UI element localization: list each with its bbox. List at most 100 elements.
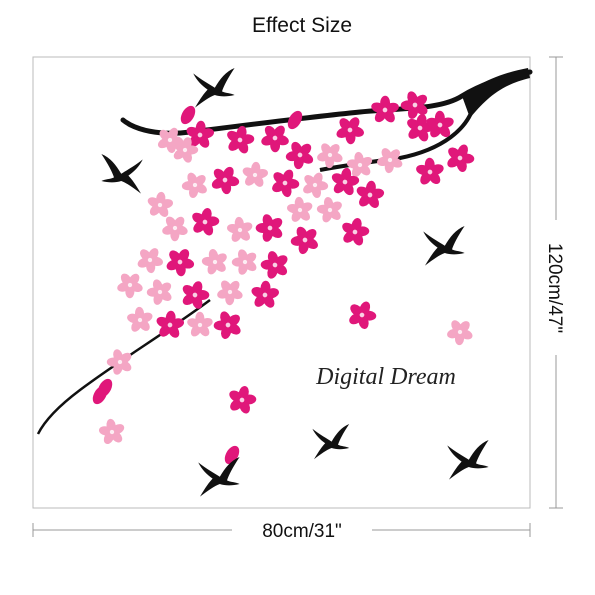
swallow bbox=[198, 457, 240, 497]
petal bbox=[165, 216, 177, 229]
petal bbox=[189, 134, 202, 147]
petal bbox=[234, 216, 244, 231]
blossom bbox=[261, 125, 289, 153]
petal bbox=[356, 186, 371, 198]
petal bbox=[298, 143, 312, 157]
petal bbox=[159, 324, 172, 337]
blossom-center bbox=[272, 262, 278, 268]
petal bbox=[113, 349, 123, 363]
blossom-center bbox=[297, 152, 303, 158]
blossom bbox=[231, 249, 257, 275]
petal bbox=[350, 304, 363, 317]
blossom bbox=[156, 310, 185, 338]
blossom bbox=[182, 281, 210, 309]
petal bbox=[149, 204, 162, 216]
petal bbox=[267, 251, 279, 266]
blossom-center bbox=[182, 147, 188, 153]
blossom-center bbox=[202, 219, 208, 225]
petal bbox=[323, 197, 334, 211]
petal bbox=[192, 212, 206, 224]
title: Effect Size bbox=[252, 14, 352, 37]
petal bbox=[193, 220, 206, 233]
blossom-center bbox=[137, 317, 143, 323]
petal bbox=[134, 306, 145, 321]
blossom-center bbox=[367, 192, 373, 198]
blossom bbox=[192, 207, 220, 236]
swallow bbox=[101, 154, 143, 194]
blossom-center bbox=[192, 292, 198, 298]
petal bbox=[408, 126, 421, 139]
blossom bbox=[227, 216, 253, 242]
petal bbox=[343, 230, 356, 243]
blossom bbox=[255, 214, 283, 242]
blossom-center bbox=[252, 172, 258, 178]
petal bbox=[238, 249, 248, 263]
blossom bbox=[407, 113, 435, 142]
blossom-center bbox=[347, 127, 353, 133]
blossom-center bbox=[167, 137, 173, 143]
blossom bbox=[117, 273, 143, 299]
blossom-center bbox=[127, 282, 133, 288]
petal bbox=[120, 273, 132, 286]
blossom bbox=[336, 117, 364, 145]
blossom-center bbox=[417, 125, 423, 131]
petal bbox=[156, 316, 171, 328]
height-label: 120cm/47" bbox=[544, 243, 565, 333]
blossom-center bbox=[172, 225, 178, 231]
petal bbox=[329, 208, 341, 220]
blossom-center bbox=[267, 225, 273, 231]
blossom-center bbox=[387, 157, 393, 163]
blossom bbox=[447, 320, 473, 346]
blossom bbox=[106, 349, 132, 375]
blossom-center bbox=[197, 132, 203, 138]
frame bbox=[32, 56, 531, 509]
blossom bbox=[187, 311, 213, 337]
petal bbox=[291, 141, 303, 156]
swallow-body bbox=[193, 68, 235, 108]
blossom-center bbox=[272, 135, 278, 141]
petal bbox=[371, 102, 386, 113]
blossom-center bbox=[197, 322, 203, 328]
swallow bbox=[193, 68, 235, 108]
blossom-center bbox=[212, 259, 218, 265]
blossom-center bbox=[262, 292, 268, 298]
blossom-center bbox=[327, 207, 333, 213]
petal bbox=[152, 279, 163, 293]
blossom bbox=[173, 137, 199, 163]
petal bbox=[169, 250, 182, 263]
swallow-body bbox=[447, 440, 489, 480]
branch bbox=[319, 99, 477, 172]
petal bbox=[264, 125, 277, 139]
petal bbox=[262, 214, 273, 229]
blossom bbox=[217, 280, 243, 306]
blossoms bbox=[92, 91, 475, 465]
petal bbox=[424, 157, 435, 173]
blossom-center bbox=[192, 182, 198, 188]
blossom-center bbox=[312, 182, 318, 188]
blossom bbox=[166, 249, 195, 277]
petal bbox=[242, 167, 256, 178]
branch bbox=[462, 68, 530, 118]
blossom bbox=[137, 248, 163, 274]
blossom bbox=[447, 144, 475, 172]
petal bbox=[213, 168, 227, 182]
blossom bbox=[285, 141, 314, 170]
blossom-center bbox=[359, 312, 365, 318]
blossom-center bbox=[222, 177, 228, 183]
blossom-center bbox=[457, 155, 463, 161]
blossom-center bbox=[302, 237, 308, 243]
petal bbox=[221, 280, 232, 293]
petal bbox=[294, 196, 304, 211]
blossom bbox=[181, 172, 207, 198]
petal bbox=[358, 163, 371, 176]
petal bbox=[296, 226, 308, 241]
petal bbox=[214, 260, 226, 272]
petal bbox=[304, 229, 317, 242]
swallow bbox=[447, 440, 489, 480]
swallow bbox=[423, 226, 465, 266]
blossom bbox=[342, 217, 370, 246]
petal bbox=[187, 172, 198, 186]
blossom-center bbox=[109, 429, 115, 435]
blossom bbox=[260, 251, 288, 279]
